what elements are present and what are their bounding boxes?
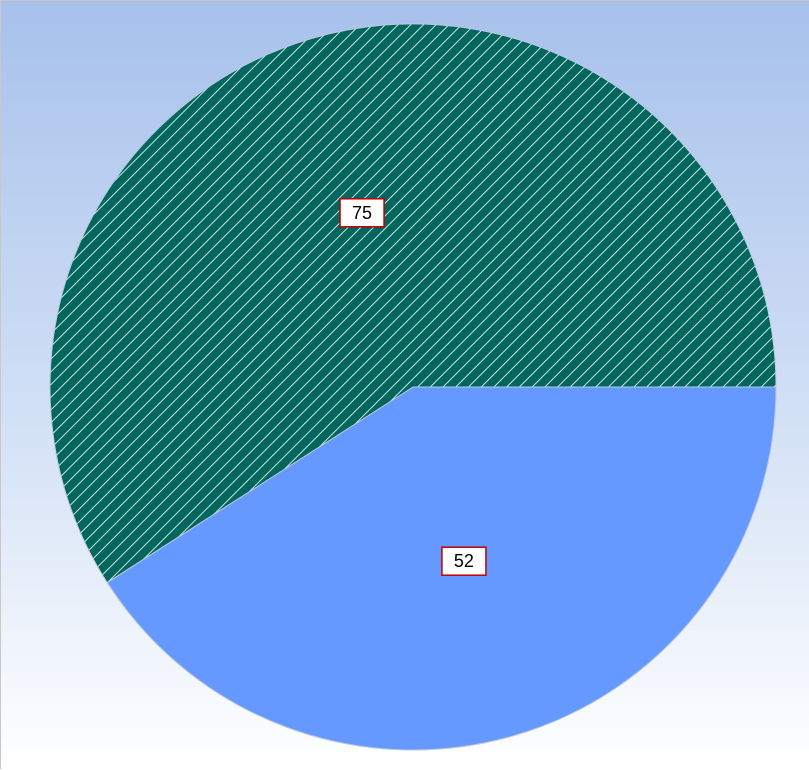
pie-slice-75 — [49, 23, 777, 584]
data-label-75: 75 — [339, 198, 385, 228]
data-label-box — [339, 198, 385, 228]
data-label-52: 52 — [441, 546, 487, 576]
data-label-box — [441, 546, 487, 576]
data-label-text: 75 — [352, 203, 372, 223]
data-label-text: 52 — [454, 551, 474, 571]
